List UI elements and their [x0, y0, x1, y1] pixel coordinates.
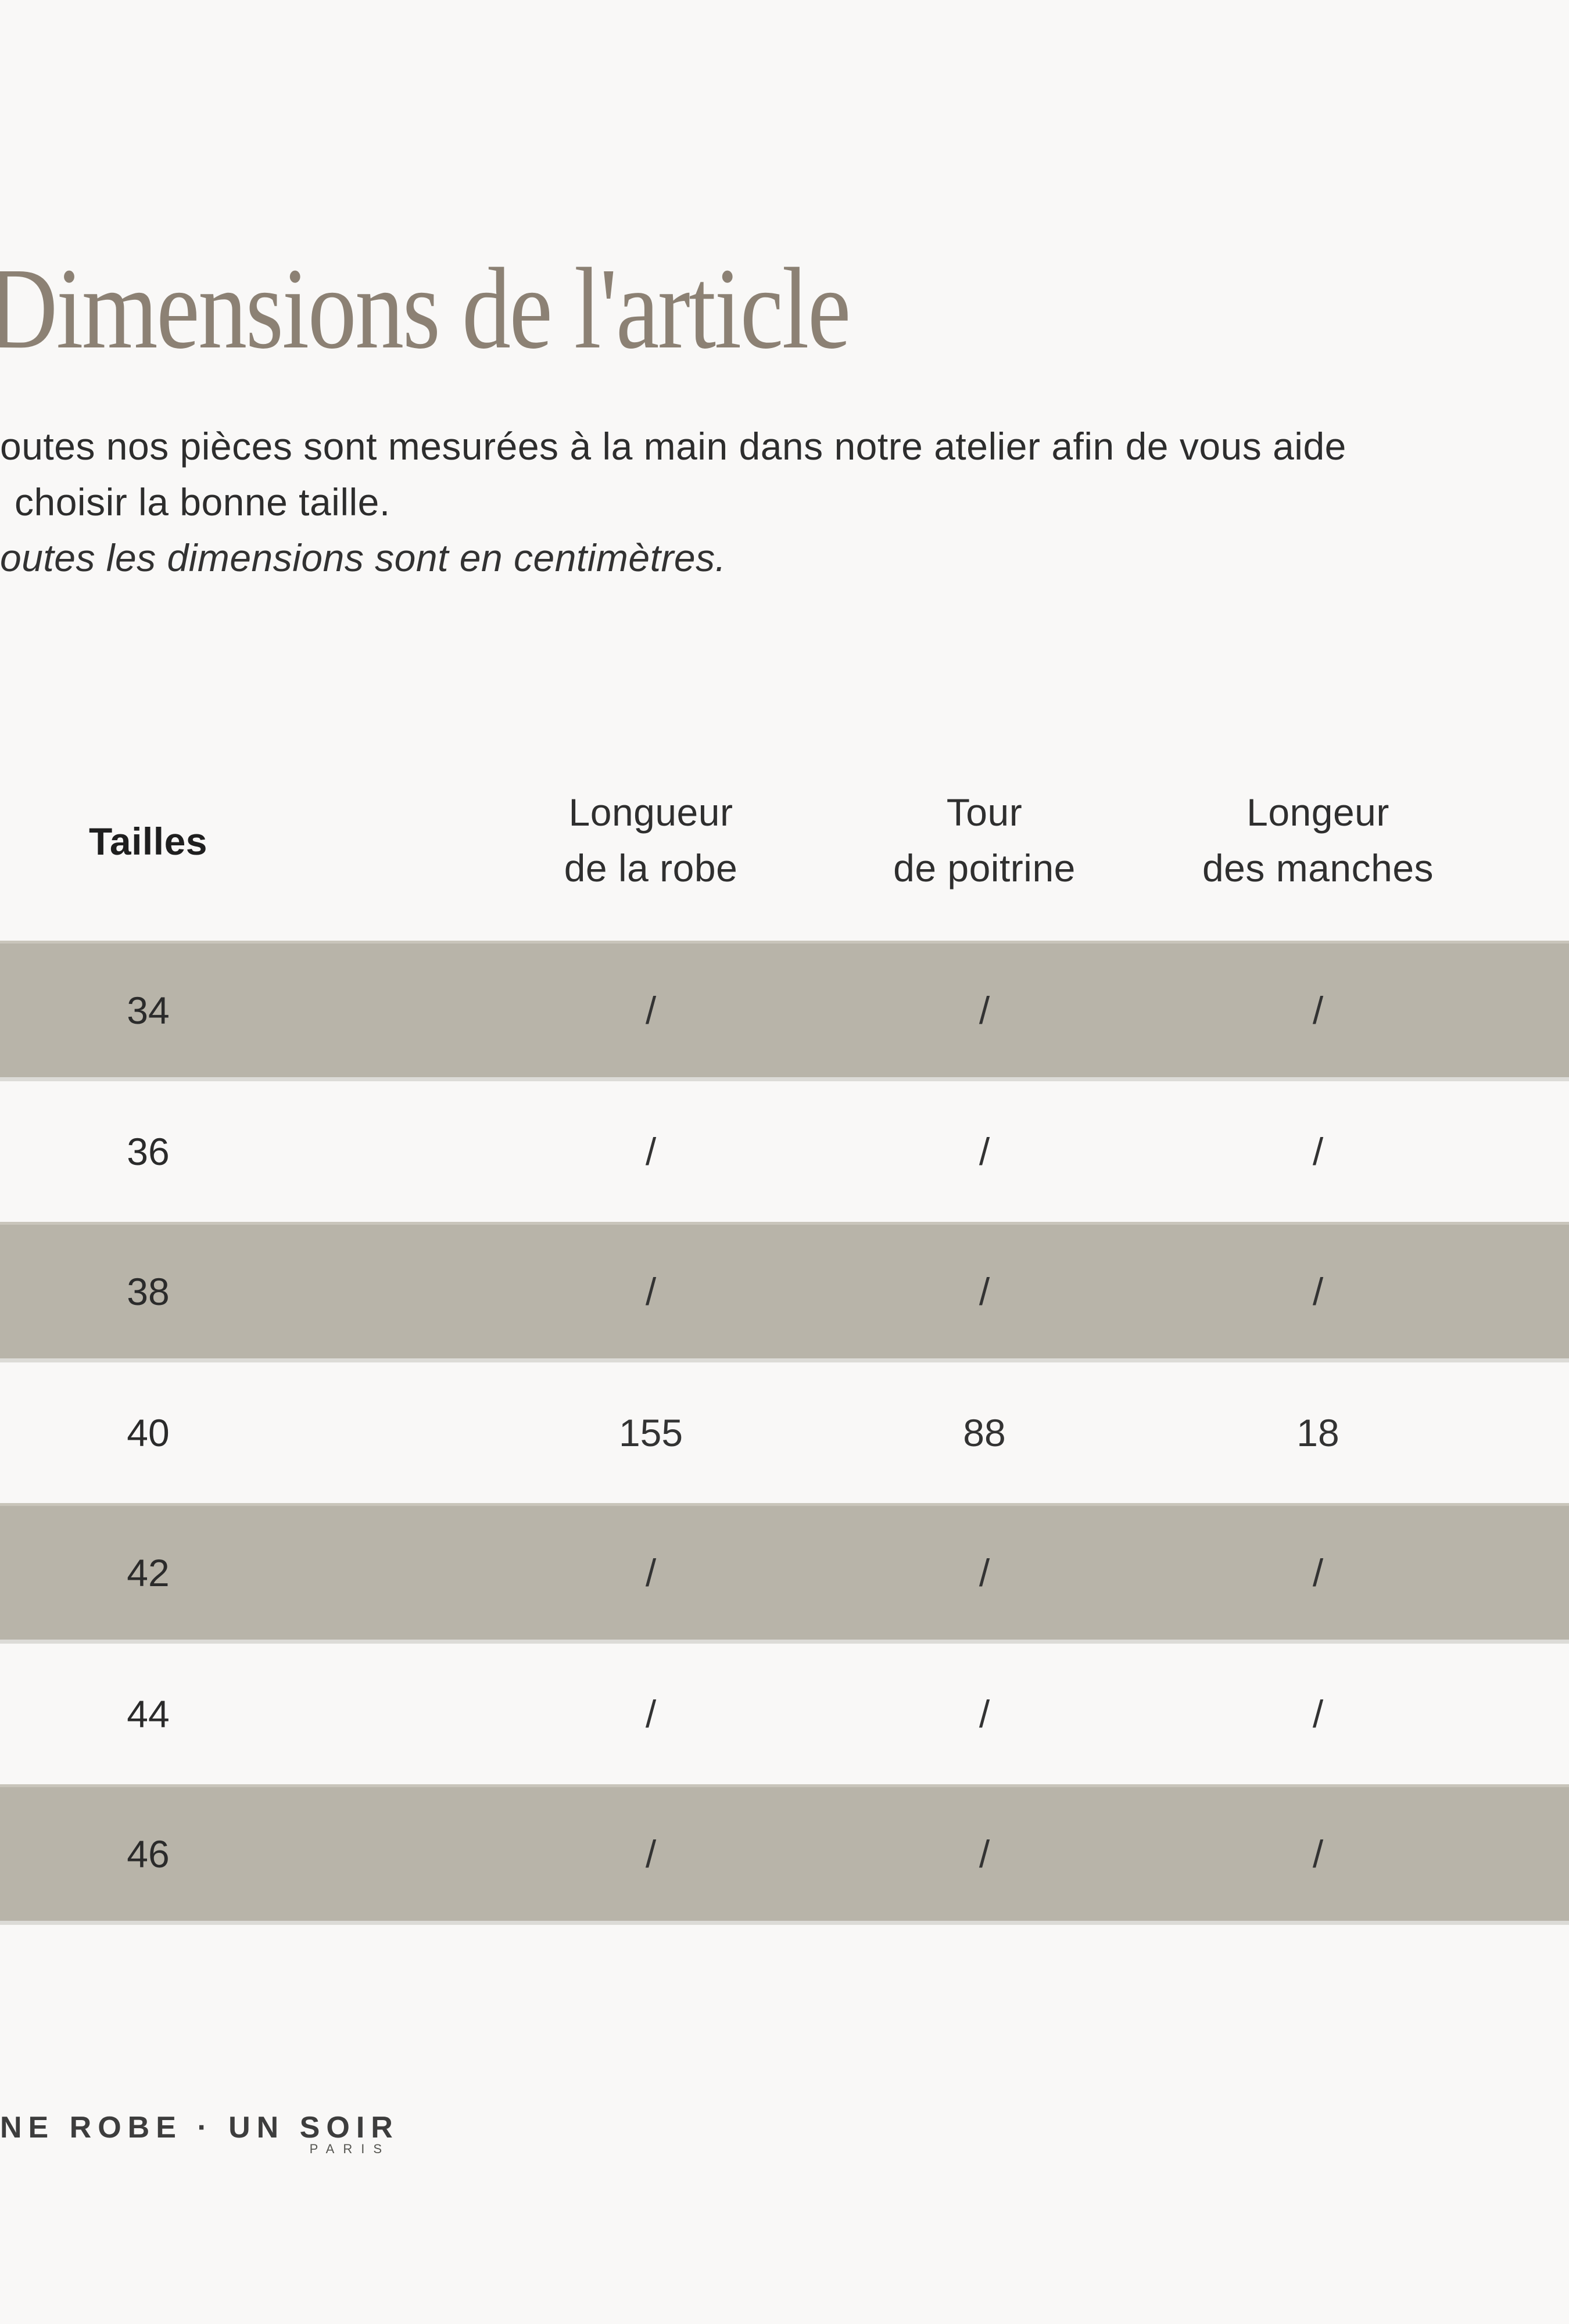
size-chart-table: 34 / / / 36 / / / 38 / / / 40 155 88 18 … [0, 941, 1569, 1925]
column-header-line: Tour [946, 791, 1023, 834]
column-header-sizes: Tailles [88, 820, 208, 863]
table-row: 44 / / / [0, 1644, 1569, 1784]
row-size-label: 42 [127, 1551, 170, 1594]
row-value: / [645, 1832, 657, 1875]
column-header-line: Longeur [1246, 791, 1389, 834]
row-size-label: 38 [127, 1270, 170, 1313]
row-value: / [1312, 1692, 1324, 1735]
row-size-label: 46 [127, 1832, 170, 1875]
row-value: / [979, 1692, 990, 1735]
row-value: 18 [1296, 1411, 1339, 1454]
row-value: / [645, 1270, 657, 1313]
column-header-line: des manches [1202, 847, 1434, 890]
table-row: 36 / / / [0, 1081, 1569, 1222]
table-row: 38 / / / [0, 1222, 1569, 1362]
table-row: 42 / / / [0, 1503, 1569, 1644]
row-value: / [979, 1832, 990, 1875]
brand-logo: NE ROBE · UN SOIR [0, 2111, 399, 2144]
row-value: 155 [618, 1411, 683, 1454]
row-value: / [1312, 989, 1324, 1032]
row-size-label: 44 [127, 1692, 170, 1735]
column-header-line: de poitrine [893, 847, 1076, 890]
column-header-sleeve-length: Longeur des manches [1149, 784, 1486, 896]
row-size-label: 34 [127, 989, 170, 1032]
intro-note: outes les dimensions sont en centimètres… [0, 536, 726, 579]
row-value: / [1312, 1130, 1324, 1173]
row-value: / [979, 1551, 990, 1594]
row-value: / [979, 1130, 990, 1173]
table-row: 40 155 88 18 [0, 1362, 1569, 1503]
row-value: / [645, 1692, 657, 1735]
column-header-chest: Tour de poitrine [816, 784, 1153, 896]
column-header-dress-length: Longueur de la robe [482, 784, 819, 896]
row-value: / [1312, 1832, 1324, 1875]
row-value: / [645, 1551, 657, 1594]
brand-city: PARIS [309, 2142, 391, 2156]
row-value: / [1312, 1270, 1324, 1313]
row-value: / [645, 1130, 657, 1173]
intro-line-2: choisir la bonne taille. [15, 480, 391, 523]
table-row: 46 / / / [0, 1784, 1569, 1925]
column-header-line: de la robe [564, 847, 738, 890]
row-value: / [1312, 1551, 1324, 1594]
row-value: / [979, 989, 990, 1032]
row-value: / [645, 989, 657, 1032]
page-title: Dimensions de l'article [0, 245, 851, 373]
column-header-line: Longueur [568, 791, 733, 834]
row-value: 88 [963, 1411, 1006, 1454]
row-size-label: 36 [127, 1130, 170, 1173]
table-row: 34 / / / [0, 941, 1569, 1081]
size-table-header: Tailles Longueur de la robe Tour de poit… [0, 784, 1569, 941]
row-size-label: 40 [127, 1411, 170, 1454]
row-value: / [979, 1270, 990, 1313]
intro-line-1: outes nos pièces sont mesurées à la main… [0, 425, 1346, 468]
